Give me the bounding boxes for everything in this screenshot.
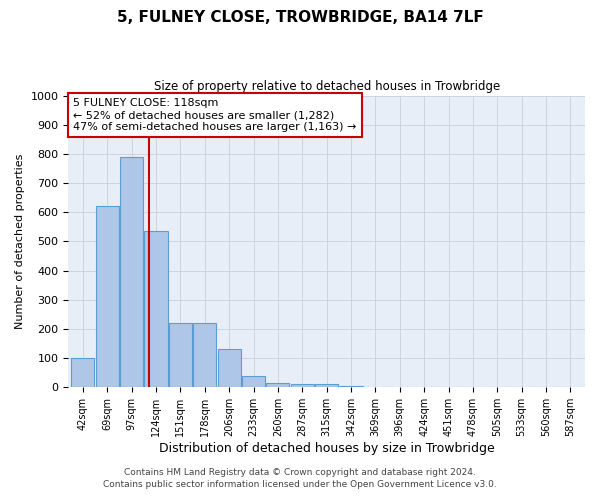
Bar xyxy=(437,387,460,388)
Bar xyxy=(145,231,167,388)
Bar xyxy=(510,387,533,388)
Bar xyxy=(290,384,314,388)
Bar xyxy=(485,387,509,388)
Title: Size of property relative to detached houses in Trowbridge: Size of property relative to detached ho… xyxy=(154,80,500,93)
Bar xyxy=(413,387,436,388)
Bar xyxy=(218,350,241,388)
Bar xyxy=(535,387,557,388)
Text: 5 FULNEY CLOSE: 118sqm
← 52% of detached houses are smaller (1,282)
47% of semi-: 5 FULNEY CLOSE: 118sqm ← 52% of detached… xyxy=(73,98,357,132)
Text: Contains HM Land Registry data © Crown copyright and database right 2024.
Contai: Contains HM Land Registry data © Crown c… xyxy=(103,468,497,489)
Bar xyxy=(169,323,192,388)
Bar xyxy=(461,387,484,388)
Bar xyxy=(364,387,387,388)
Y-axis label: Number of detached properties: Number of detached properties xyxy=(15,154,25,329)
Bar xyxy=(340,386,362,388)
X-axis label: Distribution of detached houses by size in Trowbridge: Distribution of detached houses by size … xyxy=(159,442,494,455)
Bar xyxy=(71,358,94,388)
Bar xyxy=(120,157,143,388)
Bar xyxy=(388,387,412,388)
Text: 5, FULNEY CLOSE, TROWBRIDGE, BA14 7LF: 5, FULNEY CLOSE, TROWBRIDGE, BA14 7LF xyxy=(116,10,484,25)
Bar xyxy=(95,206,119,388)
Bar xyxy=(266,383,289,388)
Bar xyxy=(315,384,338,388)
Bar xyxy=(193,323,217,388)
Bar xyxy=(242,376,265,388)
